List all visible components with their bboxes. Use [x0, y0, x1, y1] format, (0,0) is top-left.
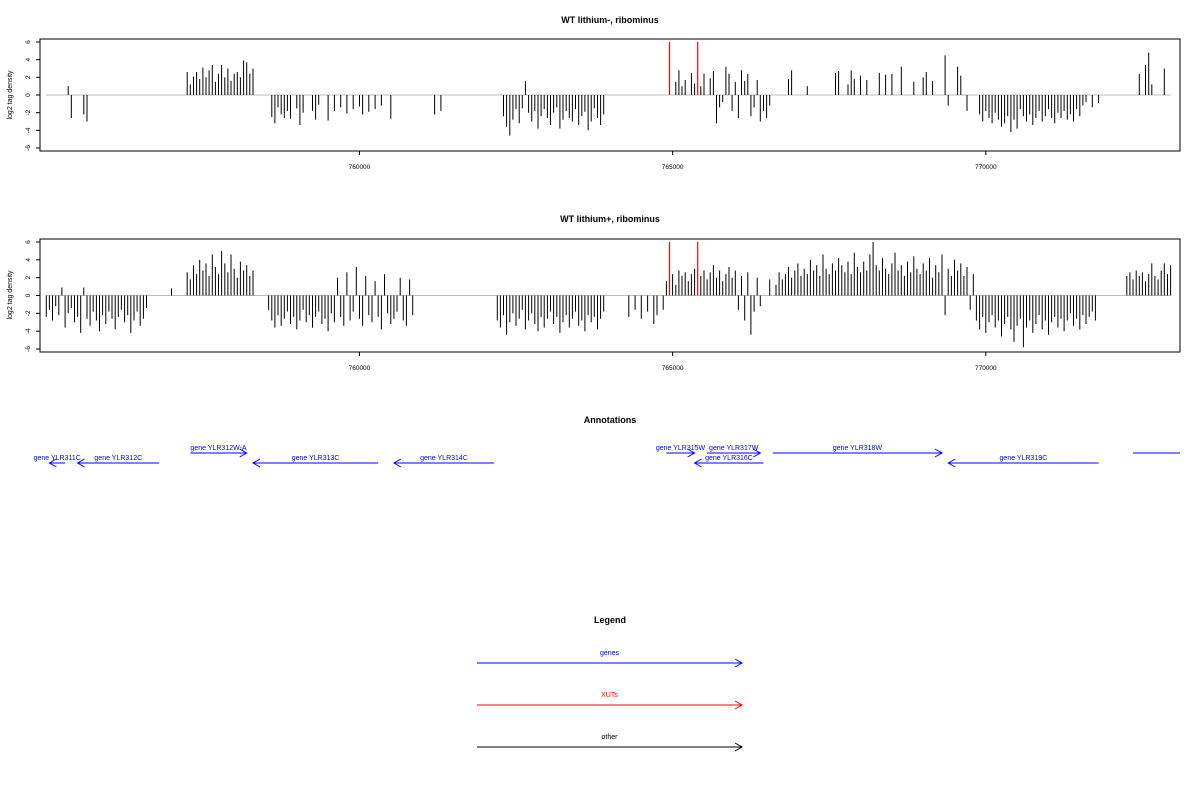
y-tick-label: 4 — [25, 258, 32, 262]
arrowhead-right-icon — [934, 448, 943, 458]
arrowhead-left-icon — [48, 458, 57, 468]
y-axis-label: log2 tag density — [7, 270, 14, 320]
legend-arrowhead-icon — [734, 700, 744, 710]
y-tick-label: -6 — [25, 145, 32, 151]
track-panel-lithium-minus: WT lithium-, ribominus log2 tag density … — [7, 15, 1181, 171]
y-tick-label: -2 — [25, 310, 32, 316]
track-panel-lithium-plus: WT lithium+, ribominus log2 tag density … — [7, 214, 1181, 372]
arrowhead-left-icon — [392, 458, 402, 468]
gene-label: gene YLR319C — [1000, 455, 1048, 462]
gene-label: gene YLR313C — [292, 455, 340, 462]
arrowhead-left-icon — [947, 458, 956, 468]
legend-label: other — [602, 734, 619, 741]
legend-panel: Legend genes XUTs other — [477, 615, 744, 752]
gene-label: gene YLR312W-A — [190, 445, 246, 452]
gene-label: gene YLR316C — [705, 455, 753, 462]
arrowhead-left-icon — [76, 458, 85, 468]
x-tick-label: 765000 — [662, 365, 684, 372]
track-axes: 6 4 2 0 -2 -4 -6 760000 765000 770000 — [25, 38, 1181, 171]
gene-label: gene YLR314C — [420, 455, 468, 462]
track-axes: 6 4 2 0 -2 -4 -6 760000 765000 770000 — [25, 238, 1181, 372]
legend-arrowhead-icon — [734, 742, 744, 752]
gene-label: gene YLR315W — [656, 445, 706, 452]
y-axis-label: log2 tag density — [7, 70, 14, 120]
y-tick-label: 0 — [25, 293, 32, 297]
y-tick-label: 6 — [25, 240, 32, 244]
track-bars — [45, 242, 1172, 348]
y-tick-label: -4 — [25, 328, 32, 334]
y-tick-label: 0 — [25, 93, 32, 97]
x-tick-label: 760000 — [349, 365, 371, 372]
track-bars — [46, 42, 1171, 136]
arrowhead-right-icon — [753, 448, 762, 458]
gene-arrows: gene YLR311C gene YLR312C gene YLR312W-A ge… — [34, 445, 1180, 468]
y-tick-label: 4 — [25, 57, 32, 61]
arrowhead-right-icon — [239, 448, 248, 458]
arrowhead-left-icon — [251, 458, 261, 468]
arrowhead-left-icon — [693, 458, 702, 468]
gene-label: gene YLR311C — [34, 455, 81, 462]
annotations-panel: Annotations gene YLR311C gene YLR312Cgene… — [34, 415, 1180, 468]
y-tick-label: -6 — [25, 346, 32, 352]
track-title: WT lithium+, ribominus — [560, 214, 660, 224]
y-tick-label: -4 — [25, 127, 32, 133]
legend-label: XUTs — [601, 692, 618, 699]
legend-arrowhead-icon — [734, 658, 744, 668]
y-tick-label: 2 — [25, 75, 32, 79]
gene-label: gene YLR317W — [709, 445, 759, 452]
y-tick-label: 6 — [25, 40, 32, 44]
track-title: WT lithium-, ribominus — [561, 15, 659, 25]
y-tick-label: -2 — [25, 109, 32, 115]
annotations-title: Annotations — [584, 415, 637, 425]
y-tick-label: 2 — [25, 275, 32, 279]
x-tick-label: 765000 — [662, 164, 684, 171]
x-tick-label: 770000 — [975, 164, 997, 171]
arrowhead-right-icon — [687, 448, 696, 458]
legend-label: genes — [600, 650, 620, 657]
x-tick-label: 770000 — [975, 365, 997, 372]
gene-label: gene YLR318W — [833, 445, 883, 452]
legend-items: genes XUTs other — [477, 650, 744, 752]
gene-label: gene YLR312C — [94, 455, 142, 462]
x-tick-label: 760000 — [349, 164, 371, 171]
legend-title: Legend — [594, 615, 626, 625]
